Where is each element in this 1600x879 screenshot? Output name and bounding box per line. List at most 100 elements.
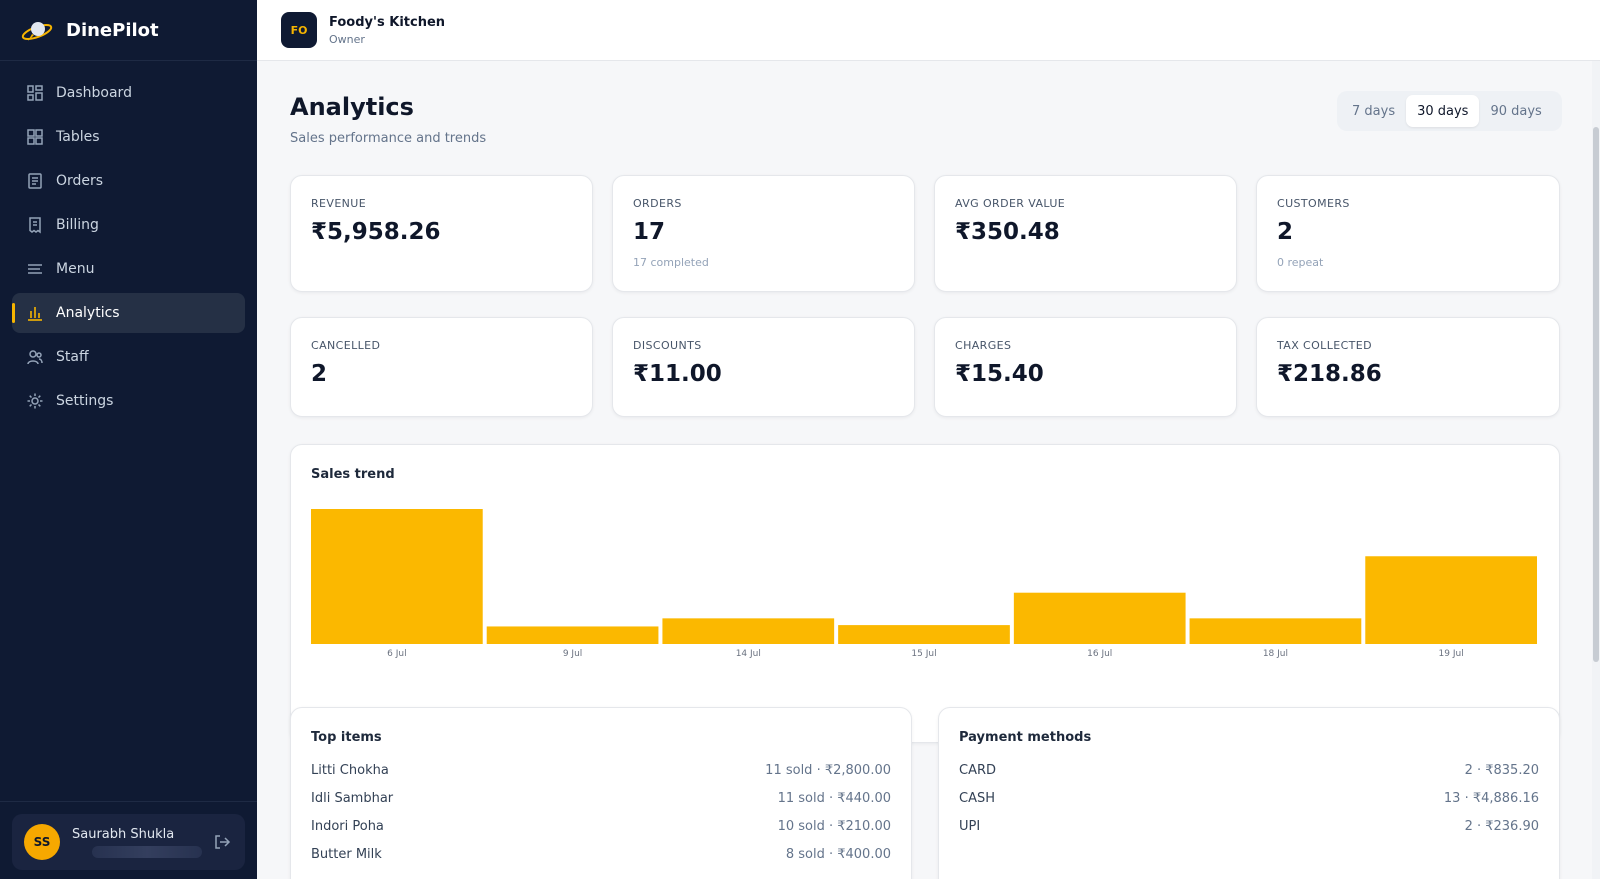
stat-label: CANCELLED (311, 339, 381, 352)
org-avatar[interactable]: FO (281, 12, 317, 48)
sales-bar[interactable] (838, 625, 1010, 644)
x-tick-label: 19 Jul (1439, 649, 1464, 659)
stat-value: ₹15.40 (955, 361, 1044, 387)
range-90-days[interactable]: 90 days (1490, 103, 1542, 119)
tables-icon (26, 128, 44, 146)
item-name: Litti Chokha (311, 763, 389, 778)
stat-card-cancelled: CANCELLED 2 (290, 317, 593, 417)
sidebar-item-label: Tables (56, 129, 100, 145)
payment-method-value: 2 · ₹835.20 (1464, 763, 1539, 778)
page-subtitle: Sales performance and trends (290, 131, 487, 146)
sidebar-item-label: Billing (56, 217, 99, 233)
sales-bar[interactable] (486, 626, 659, 644)
stat-card-discounts: DISCOUNTS ₹11.00 (612, 317, 915, 417)
sidebar-item-tables[interactable]: Tables (12, 117, 245, 157)
sales-trend-title: Sales trend (311, 467, 395, 482)
x-tick-label: 15 Jul (911, 649, 936, 659)
top-items-card: Top items Litti Chokha 11 sold · ₹2,800.… (290, 707, 912, 879)
item-name: Butter Milk (311, 847, 382, 862)
top-item-row: Idli Sambhar 11 sold · ₹440.00 (311, 791, 891, 811)
brand[interactable]: DinePilot (0, 0, 257, 61)
sidebar-item-label: Dashboard (56, 85, 132, 101)
stat-card-customers: CUSTOMERS 2 0 repeat (1256, 175, 1560, 292)
scrollbar[interactable] (1592, 61, 1600, 879)
stat-value: 17 (633, 219, 666, 245)
org-name: Foody's Kitchen (329, 14, 446, 30)
page-title: Analytics (290, 93, 414, 121)
sidebar-item-label: Orders (56, 173, 104, 189)
sidebar-item-label: Menu (56, 261, 95, 277)
range-30-days[interactable]: 30 days (1406, 95, 1480, 127)
stat-value: ₹5,958.26 (311, 219, 441, 245)
item-name: Indori Poha (311, 819, 384, 834)
user-panel: SS Saurabh Shukla (0, 801, 257, 879)
sales-bar[interactable] (1013, 592, 1186, 644)
item-value: 11 sold · ₹2,800.00 (765, 763, 891, 778)
sidebar-item-billing[interactable]: Billing (12, 205, 245, 245)
sidebar-item-analytics[interactable]: Analytics (12, 293, 245, 333)
billing-icon (26, 216, 44, 234)
sidebar-item-dashboard[interactable]: Dashboard (12, 73, 245, 113)
stat-subtext: 0 repeat (1277, 256, 1324, 269)
sales-trend-card: Sales trend 6 Jul 9 Jul 14 Jul 15 Jul 16 Jul… (290, 444, 1560, 743)
sidebar-item-menu[interactable]: Menu (12, 249, 245, 289)
top-items-title: Top items (311, 730, 382, 745)
range-7-days[interactable]: 7 days (1352, 103, 1396, 119)
sidebar-item-settings[interactable]: Settings (12, 381, 245, 421)
x-tick-label: 16 Jul (1087, 649, 1112, 659)
top-item-row: Butter Milk 8 sold · ₹400.00 (311, 847, 891, 867)
x-tick-label: 9 Jul (563, 649, 582, 659)
bar-chart-icon (26, 304, 44, 322)
stat-label: REVENUE (311, 197, 367, 210)
item-value: 8 sold · ₹400.00 (785, 847, 891, 862)
stat-value: ₹11.00 (633, 361, 722, 387)
sales-bar[interactable] (1189, 618, 1362, 644)
stat-subtext: 17 completed (633, 256, 709, 269)
app-name: DinePilot (66, 19, 159, 41)
top-item-row: Litti Chokha 11 sold · ₹2,800.00 (311, 763, 891, 783)
payment-row: UPI 2 · ₹236.90 (959, 819, 1539, 839)
org-info: Foody's Kitchen Owner (329, 15, 445, 46)
payment-method-name: UPI (959, 819, 981, 834)
payment-method-value: 13 · ₹4,886.16 (1443, 791, 1539, 806)
stat-label: AVG ORDER VALUE (955, 197, 1066, 210)
rocket-logo-icon (21, 22, 53, 41)
sidebar-item-orders[interactable]: Orders (12, 161, 245, 201)
stat-value: ₹218.86 (1277, 361, 1382, 387)
sidebar-item-staff[interactable]: Staff (12, 337, 245, 377)
grid-icon (26, 84, 44, 102)
stat-card-revenue: REVENUE ₹5,958.26 (290, 175, 593, 292)
sales-trend-chart: 6 Jul 9 Jul 14 Jul 15 Jul 16 Jul 18 Jul 19 Jul (311, 509, 1537, 659)
menu-icon (26, 260, 44, 278)
stat-card-tax-collected: TAX COLLECTED ₹218.86 (1256, 317, 1560, 417)
stat-label: CHARGES (955, 339, 1012, 352)
sales-bar[interactable] (311, 509, 483, 644)
stat-value: 2 (311, 361, 328, 387)
avatar[interactable]: SS (24, 824, 60, 860)
stat-value: ₹350.48 (955, 219, 1060, 245)
sidebar-item-label: Staff (56, 349, 89, 365)
x-tick-label: 6 Jul (387, 649, 406, 659)
sidebar-nav: Dashboard Tables Orders Billing Menu (0, 61, 257, 421)
sales-bar[interactable] (1365, 556, 1537, 644)
item-value: 10 sold · ₹210.00 (777, 819, 891, 834)
org-role: Owner (329, 32, 365, 46)
orders-icon (26, 172, 44, 190)
payment-method-name: CASH (959, 791, 995, 806)
item-name: Idli Sambhar (311, 791, 394, 806)
sidebar-item-label: Analytics (56, 305, 120, 321)
sidebar: DinePilot Dashboard Tables Orders Billin… (0, 0, 257, 879)
user-email-redacted (92, 846, 202, 858)
x-tick-label: 14 Jul (736, 649, 761, 659)
logout-icon[interactable] (211, 831, 233, 853)
sales-bar[interactable] (662, 618, 835, 644)
top-item-row: Indori Poha 10 sold · ₹210.00 (311, 819, 891, 839)
sidebar-item-label: Settings (56, 393, 114, 409)
item-value: 11 sold · ₹440.00 (777, 791, 891, 806)
stat-card-charges: CHARGES ₹15.40 (934, 317, 1237, 417)
payment-methods-title: Payment methods (959, 730, 1092, 745)
stat-label: ORDERS (633, 197, 682, 210)
payment-methods-card: Payment methods CARD 2 · ₹835.20 CASH 13… (938, 707, 1560, 879)
user-card[interactable]: SS Saurabh Shukla (12, 814, 245, 870)
scrollbar-thumb[interactable] (1593, 127, 1599, 662)
